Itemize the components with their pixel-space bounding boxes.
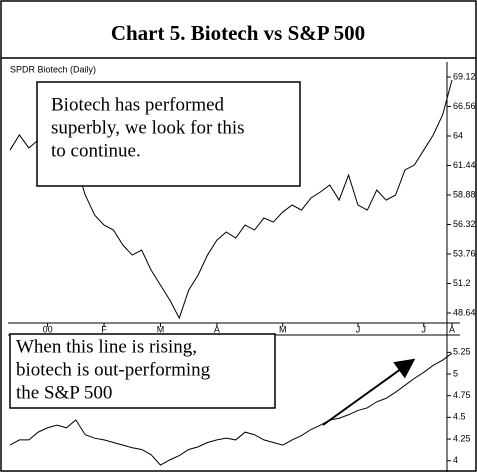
title: Chart 5. Biotech vs S&P 500: [111, 21, 365, 45]
x-tick-label: 00: [43, 324, 53, 334]
y-tick-label: 66.56: [453, 101, 476, 111]
y-tick-label: 69.12: [453, 71, 476, 81]
annotation-line: Biotech has performed: [51, 94, 225, 115]
x-tick-label: M: [157, 324, 165, 334]
x-tick-label: A: [214, 324, 220, 334]
y-tick-label: 51.2: [453, 278, 471, 288]
annotation-line: biotech is out-performing: [16, 359, 211, 380]
arrow: [322, 358, 416, 426]
y-tick-label: 58.88: [453, 189, 476, 199]
y-tick-label: 4.75: [453, 390, 471, 400]
y-tick-label: 64: [453, 130, 463, 140]
panel-title: SPDR Biotech (Daily): [10, 64, 96, 74]
y-tick-label: 61.44: [453, 160, 476, 170]
y-tick-label: 53.76: [453, 248, 476, 258]
y-tick-label: 4: [453, 455, 458, 465]
series-line: [9, 352, 453, 466]
x-tick-label: M: [279, 324, 287, 334]
x-tick-label: J: [356, 324, 361, 334]
annotation-line: When this line is rising,: [16, 336, 197, 357]
y-tick-label: 48.64: [453, 307, 476, 317]
y-tick-label: 5.25: [453, 347, 471, 357]
annotation-line: the S&P 500: [16, 382, 112, 403]
x-tick-label: F: [101, 324, 107, 334]
x-tick-label: J: [422, 324, 427, 334]
x-tick-label: A: [449, 324, 455, 334]
annotation-box: [36, 81, 301, 187]
y-tick-label: 4.25: [453, 433, 471, 443]
y-tick-label: 4.5: [453, 412, 466, 422]
y-tick-label: 56.32: [453, 219, 476, 229]
annotation-line: to continue.: [51, 140, 141, 161]
series-line: [9, 79, 453, 320]
annotation-line: superbly, we look for this: [51, 117, 245, 138]
annotation-box: [9, 333, 276, 409]
y-tick-label: 5: [453, 368, 458, 378]
